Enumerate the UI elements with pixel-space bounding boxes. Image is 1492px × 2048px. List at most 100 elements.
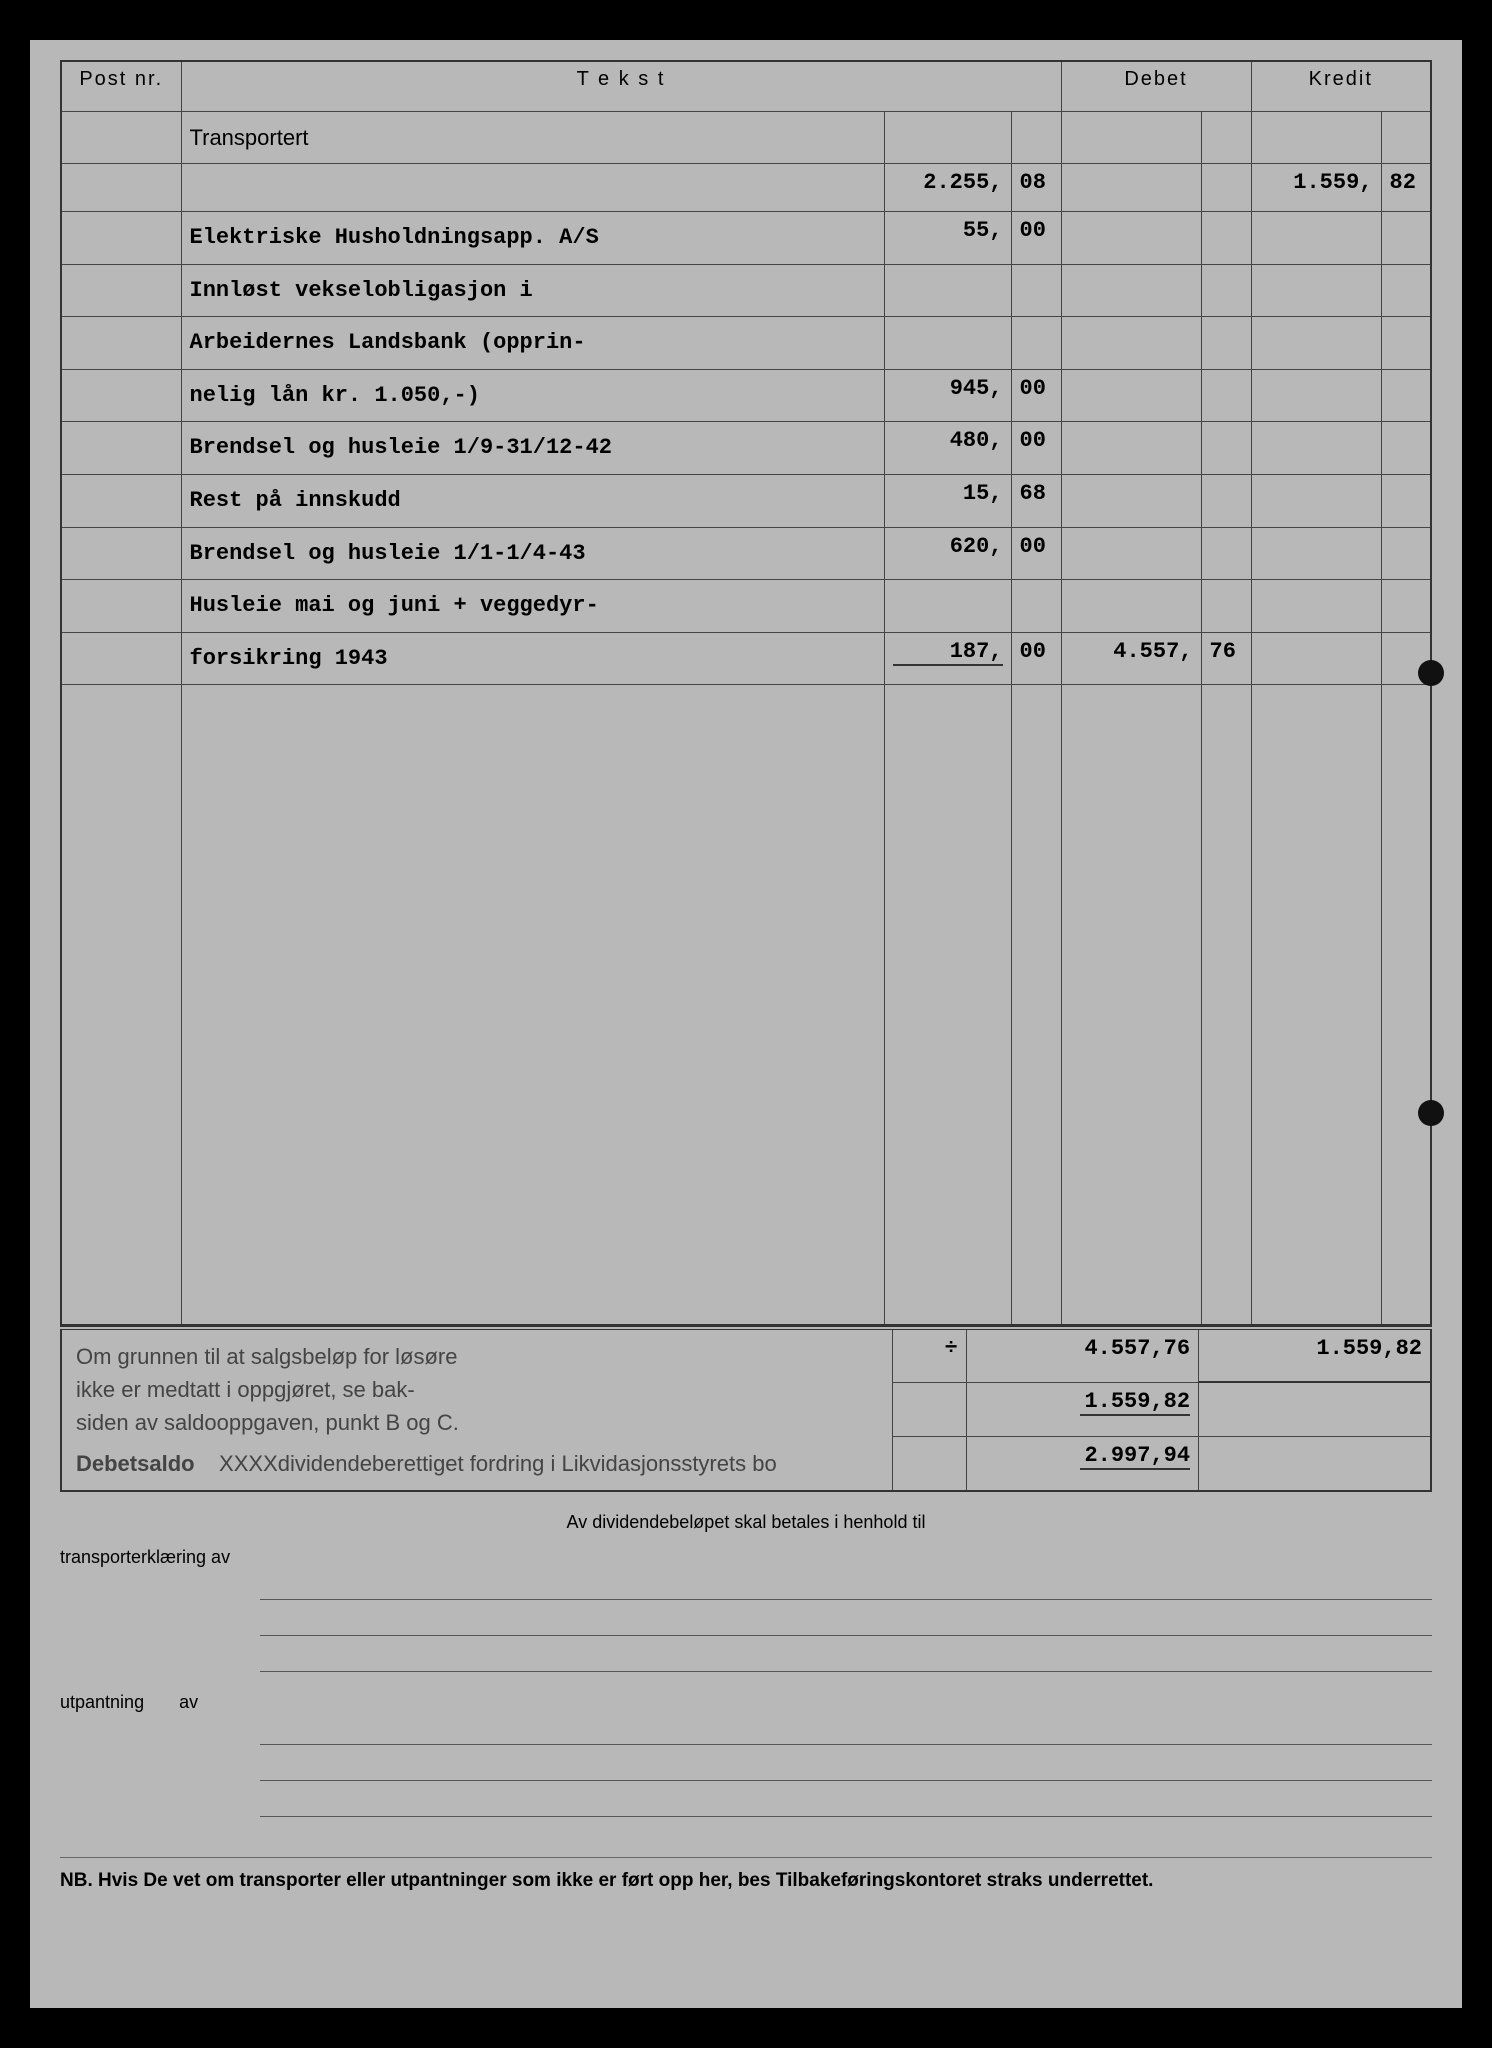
sub-amount-dec: 68 <box>1011 475 1061 528</box>
table-row: Elektriske Husholdningsapp. A/S55,00 <box>61 212 1431 265</box>
debet-int: 4.557, <box>1061 632 1201 685</box>
dividend-header: Av dividendebeløpet skal betales i henho… <box>60 1512 1432 1533</box>
blank-line <box>260 1568 1432 1600</box>
kredit-dec <box>1381 475 1431 528</box>
kredit-int: 1.559, <box>1251 164 1381 212</box>
header-debet: Debet <box>1061 61 1251 111</box>
sub-amount-int: 15, <box>884 475 1011 528</box>
table-row: Rest på innskudd15,68 <box>61 475 1431 528</box>
utpantning-group: utpantning av <box>60 1692 1432 1817</box>
transport-label: transporterklæring av <box>60 1547 250 1568</box>
kredit-int <box>1251 264 1381 317</box>
sub-amount-int <box>884 264 1011 317</box>
debet-dec <box>1201 475 1251 528</box>
transportert-label: Transportert <box>181 111 884 164</box>
kredit-dec <box>1381 264 1431 317</box>
table-row: Brendsel og husleie 1/1-1/4-43620,00 <box>61 527 1431 580</box>
debet-int <box>1061 422 1201 475</box>
kredit-int <box>1251 317 1381 370</box>
sub-amount-int: 55, <box>884 212 1011 265</box>
debet-dec <box>1201 527 1251 580</box>
punch-hole-icon <box>1418 1100 1444 1126</box>
sub-amount-dec: 08 <box>1011 164 1061 212</box>
header-tekst: T e k s t <box>181 61 1061 111</box>
table-row: Husleie mai og juni + veggedyr- <box>61 580 1431 633</box>
kredit-dec <box>1381 369 1431 422</box>
kredit-int <box>1251 475 1381 528</box>
empty-space <box>61 685 1431 1325</box>
entry-text: Brendsel og husleie 1/1-1/4-43 <box>181 527 884 580</box>
sub-amount-dec <box>1011 264 1061 317</box>
sub-amount-int: 620, <box>884 527 1011 580</box>
debet-int <box>1061 264 1201 317</box>
debet-dec <box>1201 212 1251 265</box>
entry-text <box>181 164 884 212</box>
summary-note-1: Om grunnen til at salgsbeløp for løsøre <box>76 1340 878 1373</box>
entry-text: Rest på innskudd <box>181 475 884 528</box>
debet-int <box>1061 475 1201 528</box>
debet-dec <box>1201 580 1251 633</box>
sub-amount-int <box>884 317 1011 370</box>
summary-row-1: Om grunnen til at salgsbeløp for løsøre … <box>61 1328 1431 1382</box>
debet-int <box>1061 317 1201 370</box>
kredit-dec <box>1381 527 1431 580</box>
debet-int <box>1061 580 1201 633</box>
sub-amount-int: 187, <box>884 632 1011 685</box>
blank-line <box>260 1749 1432 1781</box>
transport-row: Transportert <box>61 111 1431 164</box>
sub-amount-dec: 00 <box>1011 422 1061 475</box>
debet-dec: 76 <box>1201 632 1251 685</box>
kredit-int <box>1251 527 1381 580</box>
table-row: Arbeidernes Landsbank (opprin- <box>61 317 1431 370</box>
blank-line <box>260 1604 1432 1636</box>
kredit-int <box>1251 212 1381 265</box>
header-row: Post nr. T e k s t Debet Kredit <box>61 61 1431 111</box>
summary-note-3: siden av saldooppgaven, punkt B og C. <box>76 1406 878 1439</box>
kredit-int <box>1251 369 1381 422</box>
sub-amount-int: 2.255, <box>884 164 1011 212</box>
summary-debet-total: 4.557,76 <box>966 1328 1198 1382</box>
table-row: 2.255,08 1.559,82 <box>61 164 1431 212</box>
debet-int <box>1061 527 1201 580</box>
summary-minus: 1.559,82 <box>1080 1389 1190 1416</box>
debet-dec <box>1201 369 1251 422</box>
kredit-dec: 82 <box>1381 164 1431 212</box>
entry-text: forsikring 1943 <box>181 632 884 685</box>
sub-amount-dec: 00 <box>1011 369 1061 422</box>
sub-amount-dec <box>1011 317 1061 370</box>
utpantning-label: utpantning av <box>60 1692 250 1713</box>
sub-amount-int: 480, <box>884 422 1011 475</box>
summary-divider: ÷ <box>893 1328 966 1382</box>
punch-hole-icon <box>1418 660 1444 686</box>
kredit-int <box>1251 580 1381 633</box>
table-row: Innløst vekselobligasjon i <box>61 264 1431 317</box>
debetsaldo-label: Debetsaldo <box>76 1451 195 1476</box>
summary-note-cell: Om grunnen til at salgsbeløp for løsøre … <box>61 1328 893 1491</box>
sub-amount-dec: 00 <box>1011 527 1061 580</box>
entry-text: Brendsel og husleie 1/9-31/12-42 <box>181 422 884 475</box>
debet-dec <box>1201 317 1251 370</box>
dividend-section: Av dividendebeløpet skal betales i henho… <box>60 1512 1432 1817</box>
kredit-dec <box>1381 422 1431 475</box>
sub-amount-int <box>884 580 1011 633</box>
blank-line <box>260 1640 1432 1672</box>
summary-result: 2.997,94 <box>1080 1443 1190 1470</box>
document-page: Post nr. T e k s t Debet Kredit Transpor… <box>30 40 1462 2008</box>
sub-amount-dec: 00 <box>1011 212 1061 265</box>
entry-text: Elektriske Husholdningsapp. A/S <box>181 212 884 265</box>
sub-amount-dec <box>1011 580 1061 633</box>
blank-line <box>260 1713 1432 1745</box>
debet-dec <box>1201 164 1251 212</box>
debetsaldo-text: XXXXdividendeberettiget fordring i Likvi… <box>219 1451 777 1476</box>
table-row: Brendsel og husleie 1/9-31/12-42480,00 <box>61 422 1431 475</box>
header-post: Post nr. <box>61 61 181 111</box>
entry-text: Arbeidernes Landsbank (opprin- <box>181 317 884 370</box>
entry-text: nelig lån kr. 1.050,-) <box>181 369 884 422</box>
kredit-int <box>1251 632 1381 685</box>
debet-int <box>1061 369 1201 422</box>
transport-group: transporterklæring av <box>60 1547 1432 1672</box>
header-kredit: Kredit <box>1251 61 1431 111</box>
table-row: forsikring 1943187,004.557,76 <box>61 632 1431 685</box>
summary-kredit-total: 1.559,82 <box>1199 1328 1431 1382</box>
debet-dec <box>1201 264 1251 317</box>
